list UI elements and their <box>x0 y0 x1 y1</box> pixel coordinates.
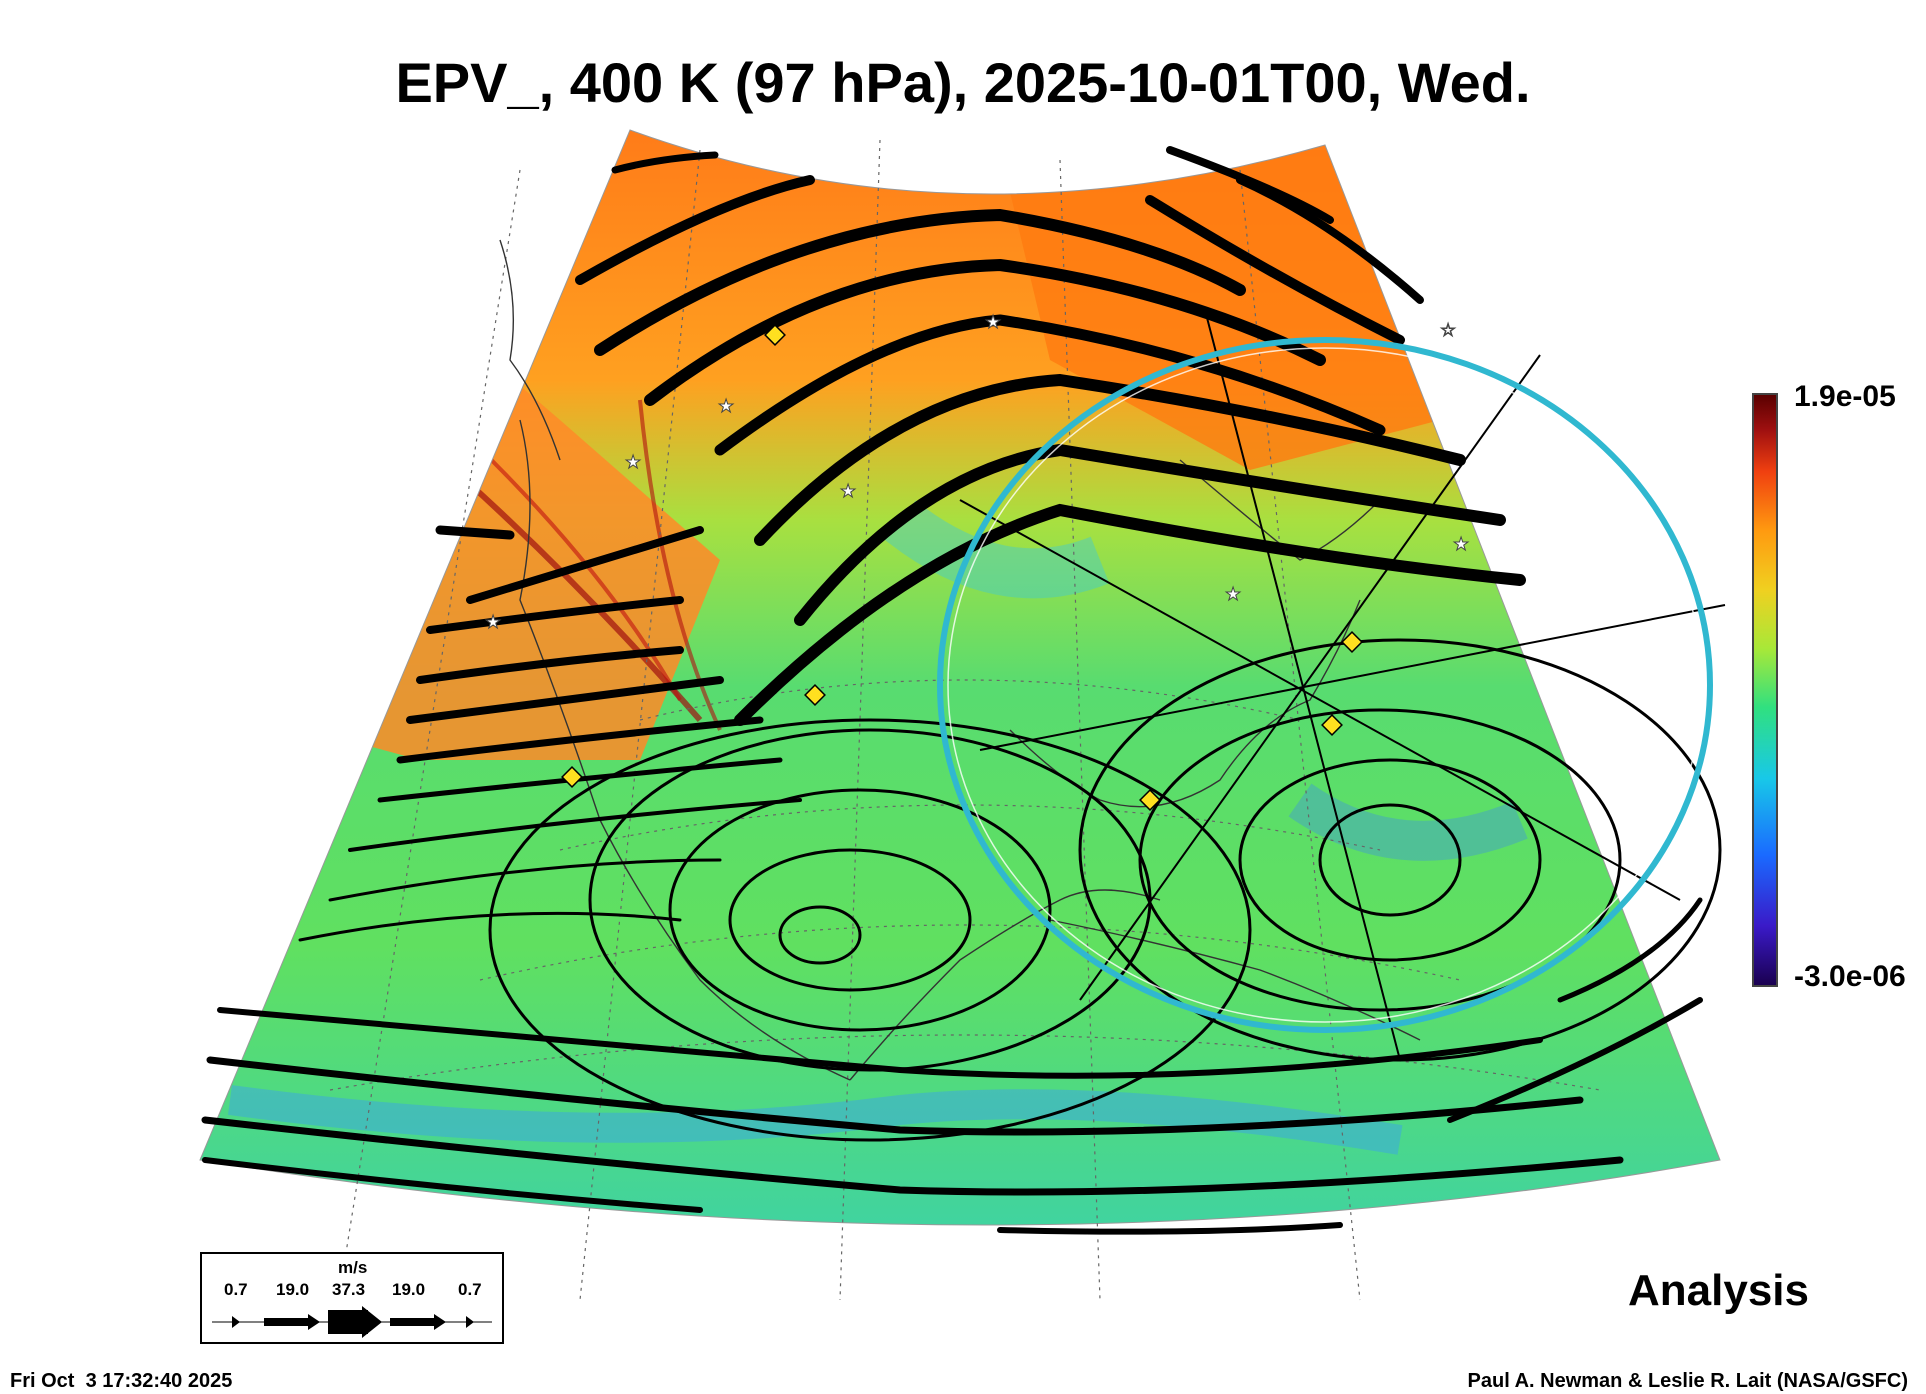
svg-text:★: ★ <box>485 612 501 633</box>
streamlines <box>201 146 1722 1235</box>
svg-text:★: ★ <box>840 481 856 502</box>
legend-value-2: 19.0 <box>276 1280 310 1299</box>
generation-timestamp: Fri Oct 3 17:32:40 2025 <box>10 1370 233 1392</box>
legend-units: m/s <box>338 1258 368 1277</box>
colorbar <box>1752 393 1778 987</box>
legend-value-4: 19.0 <box>392 1280 426 1299</box>
vortex-edge-ring-inner <box>947 347 1703 1023</box>
svg-text:★: ★ <box>1225 584 1241 605</box>
svg-text:★: ★ <box>1453 534 1469 555</box>
svg-text:★: ★ <box>718 396 734 417</box>
legend-value-3: 37.3 <box>332 1280 366 1299</box>
station-markers <box>561 324 1363 811</box>
colorbar-min-label: -3.0e-06 <box>1794 960 1906 993</box>
svg-text:☆: ☆ <box>1440 320 1456 341</box>
svg-text:★: ★ <box>985 312 1001 333</box>
cross-section-lines <box>959 309 1726 1061</box>
colorbar-max-label: 1.9e-05 <box>1794 380 1896 413</box>
legend-arrow-scale <box>212 1306 492 1338</box>
epv-field <box>200 130 1720 1225</box>
svg-text:★: ★ <box>625 452 641 473</box>
map-outline <box>199 129 1721 1226</box>
chart-title: EPV_, 400 K (97 hPa), 2025-10-01T00, Wed… <box>395 51 1531 114</box>
vortex-edge-ring <box>937 337 1713 1033</box>
product-label: Analysis <box>1628 1266 1809 1315</box>
credit-line: Paul A. Newman & Leslie R. Lait (NASA/GS… <box>1467 1370 1908 1392</box>
wind-speed-legend: m/s 0.7 19.0 37.3 19.0 0.7 <box>200 1252 504 1344</box>
legend-value-1: 0.7 <box>224 1280 248 1299</box>
star-markers: ★ ★ ★ ★ ★ ★ ★ ☆ <box>485 312 1470 634</box>
legend-value-5: 0.7 <box>458 1280 482 1299</box>
